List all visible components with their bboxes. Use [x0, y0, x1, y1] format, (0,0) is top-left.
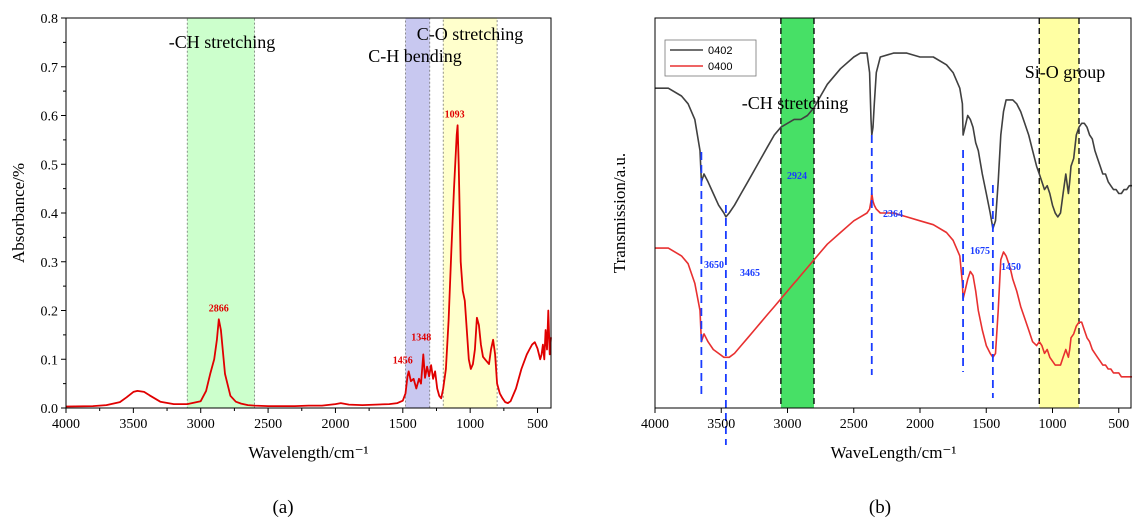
chart-a-y-tick-label: 0.3	[41, 256, 59, 271]
chart-a-x-tick-label: 500	[527, 417, 548, 432]
chart-a-y-tick-label: 0.7	[41, 61, 59, 76]
chart-b-x-tick-label: 3500	[707, 417, 735, 432]
chart-a-band-label-ch-stretching: -CH stretching	[169, 32, 275, 52]
chart-a-y-axis-label: Absorbance/%	[9, 163, 28, 263]
chart-b-series-line-0402	[655, 52, 1132, 230]
chart-b-peak-label-3465: 3465	[740, 268, 760, 279]
chart-b-band-label-ch-stretching: -CH stretching	[742, 93, 848, 113]
chart-b-bands	[780, 18, 1080, 408]
chart-b-legend-box	[664, 39, 757, 77]
chart-b-y-axis-label: Transmission/a.u.	[610, 153, 629, 273]
chart-b-x-tick-label: 1000	[1039, 417, 1067, 432]
chart-a-peak-label-1093: 1093	[445, 109, 465, 120]
chart-a-x-tick-label: 1500	[389, 417, 417, 432]
chart-b-legend-label-0400: 0400	[708, 61, 732, 73]
chart-a-peak-label-1456: 1456	[393, 355, 413, 366]
chart-a-x-tick-label: 4000	[52, 417, 80, 432]
chart-a: 4000 3500 3000 2500 2000 1500 1000 500 0.00.10.…	[9, 12, 552, 462]
chart-b: 4000 3500 3000 2500 2000 1500 1000 500 -CH stre…	[610, 17, 1132, 462]
chart-b-peak-label-2924: 2924	[787, 171, 807, 182]
chart-a-x-tick-label: 1000	[456, 417, 484, 432]
chart-a-y-tick-label: 0.2	[41, 305, 59, 320]
band-si-o-group	[1039, 18, 1079, 408]
chart-a-x-tick-label: 2500	[254, 417, 282, 432]
chart-a-y-tick-label: 0.5	[41, 158, 59, 173]
chart-a-band-label-c-o-stretching: C-O stretching	[417, 24, 523, 44]
chart-a-y-tick-label: 0.8	[41, 12, 59, 27]
chart-a-annotations: 2866 1456 1348 1093	[209, 109, 465, 366]
chart-a-x-tick-label: 3000	[187, 417, 215, 432]
chart-b-x-axis-label: WaveLength/cm⁻¹	[831, 443, 957, 462]
chart-b-band-labels: -CH stretching Si-O group	[742, 62, 1105, 113]
band-c-o-stretching	[442, 17, 498, 409]
chart-a-bands	[186, 17, 498, 409]
chart-a-x-tick-label: 2000	[321, 417, 349, 432]
chart-a-y-tick-label: 0.0	[41, 402, 59, 417]
chart-b-x-tick-label: 500	[1108, 417, 1129, 432]
chart-b-legend: 0402 0400	[664, 39, 757, 77]
band-ch-stretching	[186, 17, 256, 409]
chart-b-x-tick-label: 3000	[774, 417, 802, 432]
band-c-h-bending	[405, 17, 431, 409]
chart-a-x-axis-label: Wavelength/cm⁻¹	[248, 443, 368, 462]
chart-b-peak-label-3650: 3650	[704, 260, 724, 271]
chart-a-band-label-c-h-bending: C-H bending	[368, 46, 462, 66]
chart-b-peak-label-1675: 1675	[970, 246, 990, 257]
chart-a-series-line-0	[65, 124, 552, 408]
chart-a-series	[65, 124, 552, 408]
chart-b-peak-label-2364: 2364	[883, 209, 903, 220]
chart-b-series-line-0400	[655, 192, 1132, 378]
chart-b-x-tick-label: 2000	[906, 417, 934, 432]
chart-a-y-ticks: 0.0 0.1 0.2 0.3 0.4 0.5 0.6 0.7 0.8	[41, 12, 66, 417]
chart-b-frame	[654, 17, 1132, 409]
chart-a-peak-label-1348: 1348	[411, 332, 431, 343]
chart-b-band-label-si-o-group: Si-O group	[1025, 62, 1106, 82]
chart-b-peak-label-1450: 1450	[1001, 262, 1021, 273]
chart-b-x-tick-label: 1500	[972, 417, 1000, 432]
panel-a-label: (a)	[272, 497, 293, 518]
chart-b-series	[655, 52, 1132, 378]
chart-a-x-tick-label: 3500	[119, 417, 147, 432]
chart-a-y-tick-label: 0.4	[41, 207, 59, 222]
panel-b-label: (b)	[869, 497, 891, 518]
chart-b-legend-label-0402: 0402	[708, 45, 732, 57]
chart-b-x-tick-label: 2500	[840, 417, 868, 432]
chart-a-y-tick-label: 0.1	[41, 353, 59, 368]
chart-a-y-tick-label: 0.6	[41, 110, 59, 125]
band-ch-stretching	[780, 18, 814, 408]
chart-a-x-ticks: 4000 3500 3000 2500 2000 1500 1000 500	[52, 408, 548, 432]
chart-b-marker-lines	[700, 135, 994, 445]
chart-b-annotations: 3650 3465 2924 2364 1675 1450	[704, 171, 1021, 279]
chart-b-x-tick-label: 4000	[641, 417, 669, 432]
chart-a-peak-label-2866: 2866	[209, 303, 229, 314]
chart-b-x-ticks: 4000 3500 3000 2500 2000 1500 1000 500	[641, 408, 1129, 432]
